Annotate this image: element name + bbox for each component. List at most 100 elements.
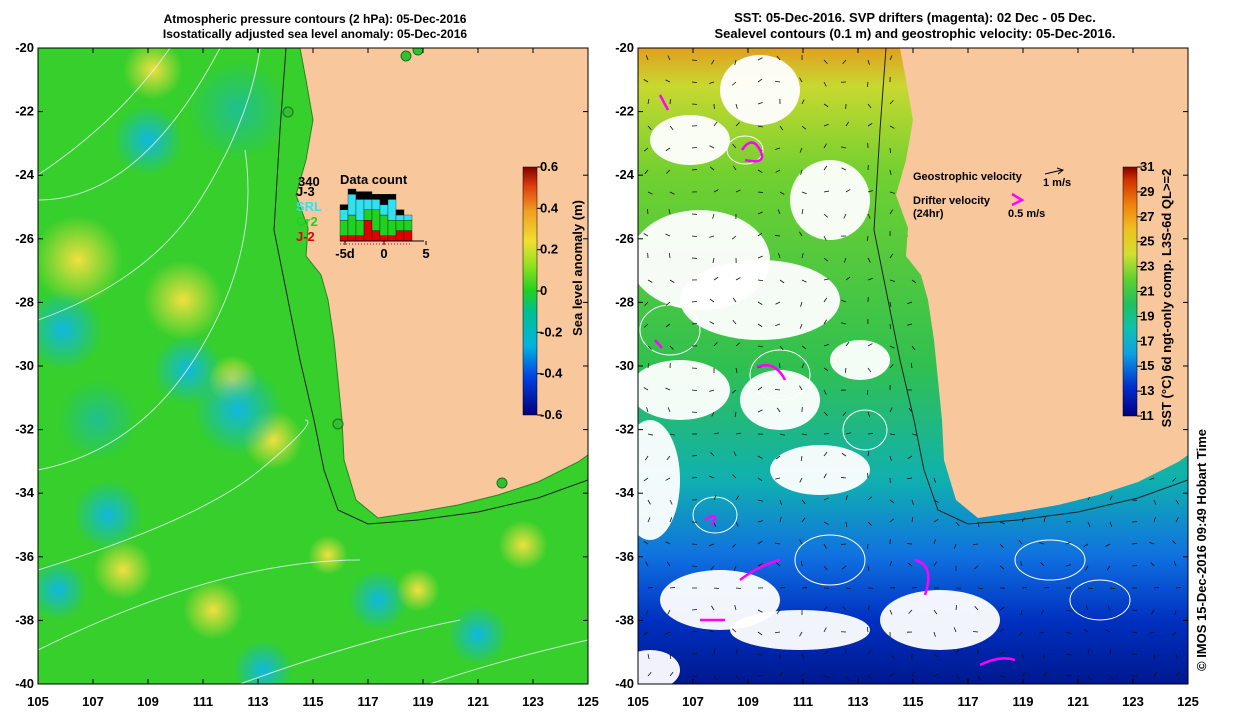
velocity-arrow	[953, 543, 957, 549]
velocity-arrow	[801, 363, 805, 369]
velocity-arrow	[731, 81, 737, 86]
velocity-arrow	[933, 609, 938, 615]
velocity-arrow	[1107, 605, 1111, 611]
velocity-arrow	[757, 323, 763, 328]
velocity-arrow	[646, 208, 649, 215]
cloud-mask	[790, 160, 870, 240]
right-drifter-tracks	[654, 94, 1016, 667]
velocity-arrow	[731, 389, 737, 394]
lat-tick-label: -22	[615, 104, 634, 119]
velocity-arrow	[823, 213, 829, 218]
velocity-arrow	[889, 455, 892, 461]
sst-tick-label: 11	[1140, 408, 1154, 423]
velocity-arrow	[866, 235, 869, 242]
pressure-contour	[38, 149, 249, 471]
cloud-mask	[830, 340, 890, 380]
lon-tick-label: 117	[358, 694, 379, 709]
lat-tick-label: -40	[615, 676, 634, 691]
velocity-arrow	[775, 542, 781, 545]
velocity-arrow	[735, 649, 738, 655]
velocity-arrow	[801, 499, 806, 505]
sst-tick-label: 19	[1140, 308, 1154, 323]
velocity-arrow	[801, 191, 807, 195]
velocity-arrow	[1105, 629, 1111, 633]
right-latitude-ticks: -20 -22 -24 -26 -28 -30 -32 -34 -36 -38 -40	[615, 40, 1188, 691]
velocity-arrow	[1065, 520, 1072, 523]
velocity-arrow	[643, 540, 649, 545]
velocity-arrow	[667, 407, 671, 413]
lat-tick-label: -34	[15, 485, 35, 500]
velocity-arrow	[867, 367, 872, 373]
sst-tick-label: 15	[1140, 358, 1154, 373]
velocity-arrow	[643, 147, 649, 152]
cloud-mask	[638, 360, 730, 420]
inset-bar-segment	[339, 235, 349, 242]
inset-legend-item: J-3	[296, 184, 315, 199]
velocity-arrow	[776, 407, 781, 413]
velocity-arrow	[711, 59, 715, 65]
inset-bar-segment	[395, 230, 405, 242]
velocity-arrow	[1153, 517, 1156, 523]
velocity-arrow	[668, 252, 671, 259]
velocity-arrow	[823, 389, 827, 395]
velocity-arrow	[734, 605, 737, 611]
velocity-arrow	[867, 432, 874, 435]
drifter-track	[740, 141, 764, 163]
velocity-arrow	[867, 257, 871, 263]
velocity-arrow	[691, 476, 698, 479]
lat-tick-label: -22	[15, 104, 34, 119]
velocity-arrow	[799, 77, 803, 83]
sealevel-contour	[726, 135, 764, 165]
lon-tick-label: 111	[793, 694, 813, 709]
lon-tick-label: 117	[958, 694, 979, 709]
velocity-arrow	[647, 433, 653, 436]
tide-gauge-marker	[496, 477, 508, 489]
velocity-arrow	[665, 233, 671, 237]
velocity-arrow	[665, 323, 671, 328]
velocity-arrow	[735, 432, 741, 435]
velocity-arrow	[841, 167, 847, 171]
inset-bar-segment	[379, 194, 389, 205]
velocity-arrow	[779, 345, 784, 351]
velocity-arrow	[1021, 672, 1026, 677]
velocity-arrow	[691, 81, 698, 84]
velocity-arrow	[843, 257, 847, 263]
velocity-arrow	[713, 432, 719, 435]
velocity-arrow	[643, 233, 649, 237]
velocity-arrow	[933, 631, 936, 637]
left-map	[38, 48, 588, 684]
velocity-arrow	[933, 518, 939, 523]
velocity-arrow	[646, 407, 649, 413]
anomaly-blob	[498, 520, 548, 570]
velocity-arrow	[643, 323, 649, 328]
velocity-arrow	[732, 543, 737, 548]
velocity-arrow	[669, 279, 675, 283]
velocity-arrow	[1109, 521, 1113, 527]
velocity-arrow	[933, 477, 936, 483]
ssla-tick-label: 0.2	[540, 242, 558, 257]
velocity-arrow	[779, 125, 784, 131]
velocity-arrow	[713, 121, 718, 127]
lon-tick-label: 113	[248, 694, 269, 709]
velocity-arrow	[842, 411, 847, 417]
velocity-arrow	[911, 279, 917, 284]
pressure-contour	[38, 48, 171, 176]
velocity-arrow	[889, 55, 893, 61]
velocity-arrow	[823, 565, 828, 571]
velocity-arrow	[907, 455, 913, 460]
velocity-arrow	[823, 675, 829, 679]
velocity-arrow	[1085, 605, 1089, 611]
velocity-arrow	[911, 499, 914, 505]
left-shelf-line	[273, 48, 588, 525]
velocity-arrow	[1131, 564, 1138, 567]
velocity-arrow	[647, 125, 652, 130]
velocity-arrow	[775, 477, 781, 480]
velocity-arrow	[889, 499, 895, 504]
drifter-arrow-icon	[1011, 192, 1025, 207]
cloud-mask	[660, 570, 780, 630]
velocity-arrow	[1021, 517, 1025, 523]
velocity-arrow	[709, 81, 715, 84]
velocity-arrow	[889, 209, 894, 215]
